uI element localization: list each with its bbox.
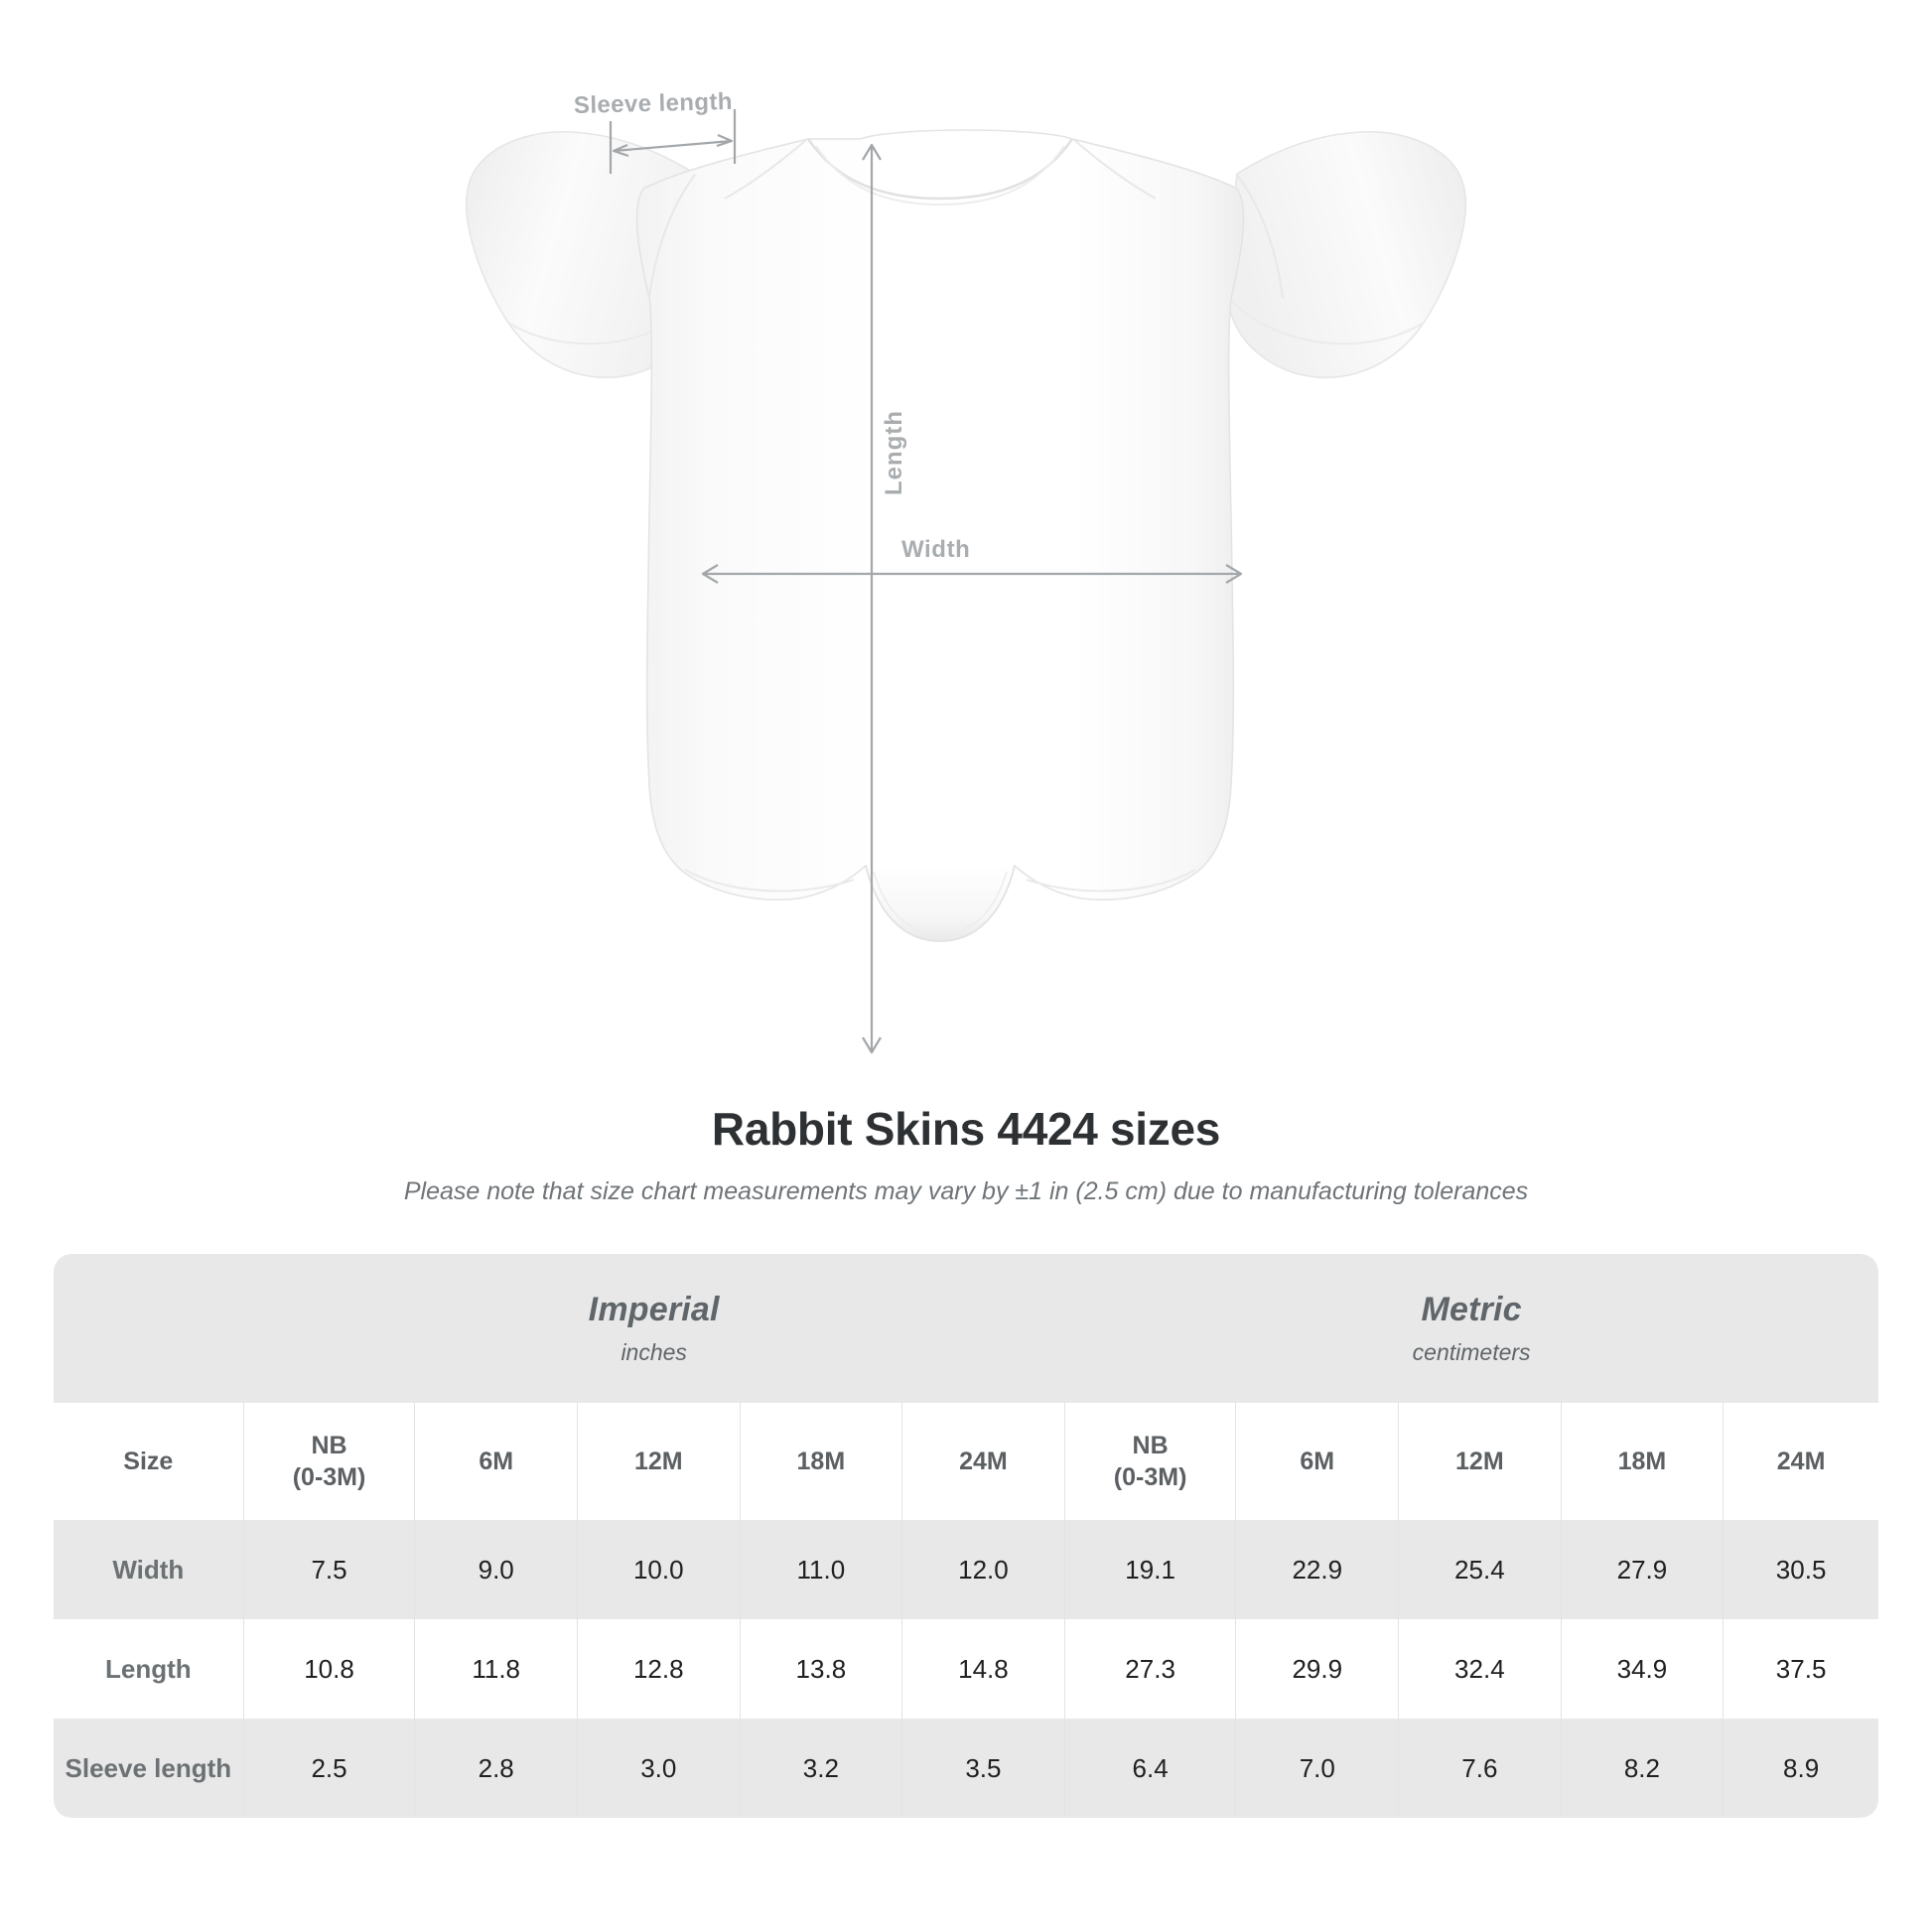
table-cell: 6.4: [1063, 1719, 1236, 1818]
table-cell: 19.1: [1063, 1520, 1236, 1619]
table-cell: 7.5: [242, 1520, 415, 1619]
size-column-header: 24M: [901, 1403, 1065, 1520]
table-row: Width 7.5 9.0 10.0 11.0 12.0 19.1 22.9 25.4 27.9 3…: [54, 1520, 1878, 1619]
width-dimension-label: Width: [901, 536, 971, 563]
table-cell: 22.9: [1235, 1520, 1399, 1619]
length-dimension-label: Length: [881, 410, 907, 495]
neckline-inner: [815, 145, 1065, 207]
size-column-header: 6M: [1235, 1403, 1399, 1520]
size-column-header: NB (0-3M): [242, 1403, 415, 1520]
row-label: Width: [54, 1520, 244, 1619]
size-column-header: 12M: [1398, 1403, 1562, 1520]
row-label: Length: [54, 1619, 244, 1719]
row-label: Sleeve length: [54, 1719, 244, 1818]
table-cell: 27.9: [1560, 1520, 1724, 1619]
right-shoulder-seam: [1073, 139, 1157, 200]
table-cell: 7.0: [1235, 1719, 1399, 1818]
table-cell: 34.9: [1560, 1619, 1724, 1719]
left-leg-hem: [684, 869, 855, 893]
table-cell: 14.8: [901, 1619, 1065, 1719]
size-corner-label: Size: [54, 1403, 244, 1520]
right-armhole-seam: [1236, 174, 1284, 299]
table-cell: 13.8: [739, 1619, 902, 1719]
unit-banner-row: Imperial inches Metric centimeters: [54, 1254, 1878, 1403]
garment-illustration: Sleeve length Length Width: [465, 87, 1467, 1054]
table-cell: 10.8: [242, 1619, 415, 1719]
table-cell: 37.5: [1723, 1619, 1878, 1719]
left-armhole-seam: [648, 174, 696, 299]
unit-subtitle: inches: [621, 1339, 687, 1365]
crotch-flap-inner: [873, 871, 1008, 934]
left-shoulder-seam: [724, 139, 807, 200]
bodysuit-drawing: [465, 109, 1467, 1054]
length-dimension: [862, 143, 882, 1054]
table-cell: 9.0: [414, 1520, 578, 1619]
size-column-header: 18M: [739, 1403, 902, 1520]
table-cell: 3.0: [576, 1719, 741, 1818]
size-column-header: 18M: [1560, 1403, 1724, 1520]
table-cell: 27.3: [1063, 1619, 1236, 1719]
table-cell: 30.5: [1723, 1520, 1878, 1619]
table-cell: 11.8: [414, 1619, 578, 1719]
table-cell: 29.9: [1235, 1619, 1399, 1719]
title-block: Rabbit Skins 4424 sizes Please note that…: [0, 1102, 1932, 1206]
unit-name: Imperial: [588, 1291, 720, 1328]
table-cell: 12.0: [901, 1520, 1065, 1619]
table-cell: 3.2: [739, 1719, 902, 1818]
table-cell: 2.5: [242, 1719, 415, 1818]
right-leg-hem: [1026, 869, 1196, 893]
table-cell: 11.0: [739, 1520, 902, 1619]
sleeve-length-dimension-label: Sleeve length: [573, 87, 734, 119]
bodysuit-body: [635, 129, 1245, 901]
width-dimension: [701, 564, 1243, 584]
table-cell: 32.4: [1398, 1619, 1562, 1719]
right-sleeve: [1224, 130, 1467, 379]
table-cell: 12.8: [576, 1619, 741, 1719]
size-header-row: Size NB (0-3M) 6M 12M 18M 24M NB (0-3M) 6M 12M 18M 2…: [54, 1403, 1878, 1520]
unit-header-imperial: Imperial inches: [243, 1254, 1065, 1403]
unit-banner-spacer: [54, 1254, 244, 1403]
table-row: Length 10.8 11.8 12.8 13.8 14.8 27.3 29.9 32.4 34…: [54, 1619, 1878, 1719]
right-sleeve-hem: [1230, 299, 1425, 345]
table-row: Sleeve length 2.5 2.8 3.0 3.2 3.5 6.4 7.0 7.6 8.2…: [54, 1719, 1878, 1818]
size-column-header: 12M: [576, 1403, 741, 1520]
size-column-header: 24M: [1723, 1403, 1878, 1520]
table-cell: 3.5: [901, 1719, 1065, 1818]
table-cell: 2.8: [414, 1719, 578, 1818]
size-column-header: NB (0-3M): [1063, 1403, 1236, 1520]
table-cell: 25.4: [1398, 1520, 1562, 1619]
sleeve-dimension: [609, 109, 737, 174]
page-title: Rabbit Skins 4424 sizes: [711, 1103, 1221, 1155]
crotch-flap: [865, 865, 1016, 942]
table-cell: 8.9: [1723, 1719, 1878, 1818]
tolerance-note: Please note that size chart measurements…: [403, 1177, 1529, 1205]
size-chart-table: Imperial inches Metric centimeters Size NB (0-…: [54, 1254, 1878, 1818]
unit-subtitle: centimeters: [1412, 1339, 1531, 1365]
table-cell: 7.6: [1398, 1719, 1562, 1818]
table-cell: 10.0: [576, 1520, 741, 1619]
size-column-header: 6M: [414, 1403, 578, 1520]
size-chart-table-wrapper: Imperial inches Metric centimeters Size NB (0-…: [54, 1254, 1878, 1818]
table-cell: 8.2: [1560, 1719, 1724, 1818]
unit-name: Metric: [1421, 1291, 1522, 1328]
unit-header-metric: Metric centimeters: [1064, 1254, 1878, 1403]
